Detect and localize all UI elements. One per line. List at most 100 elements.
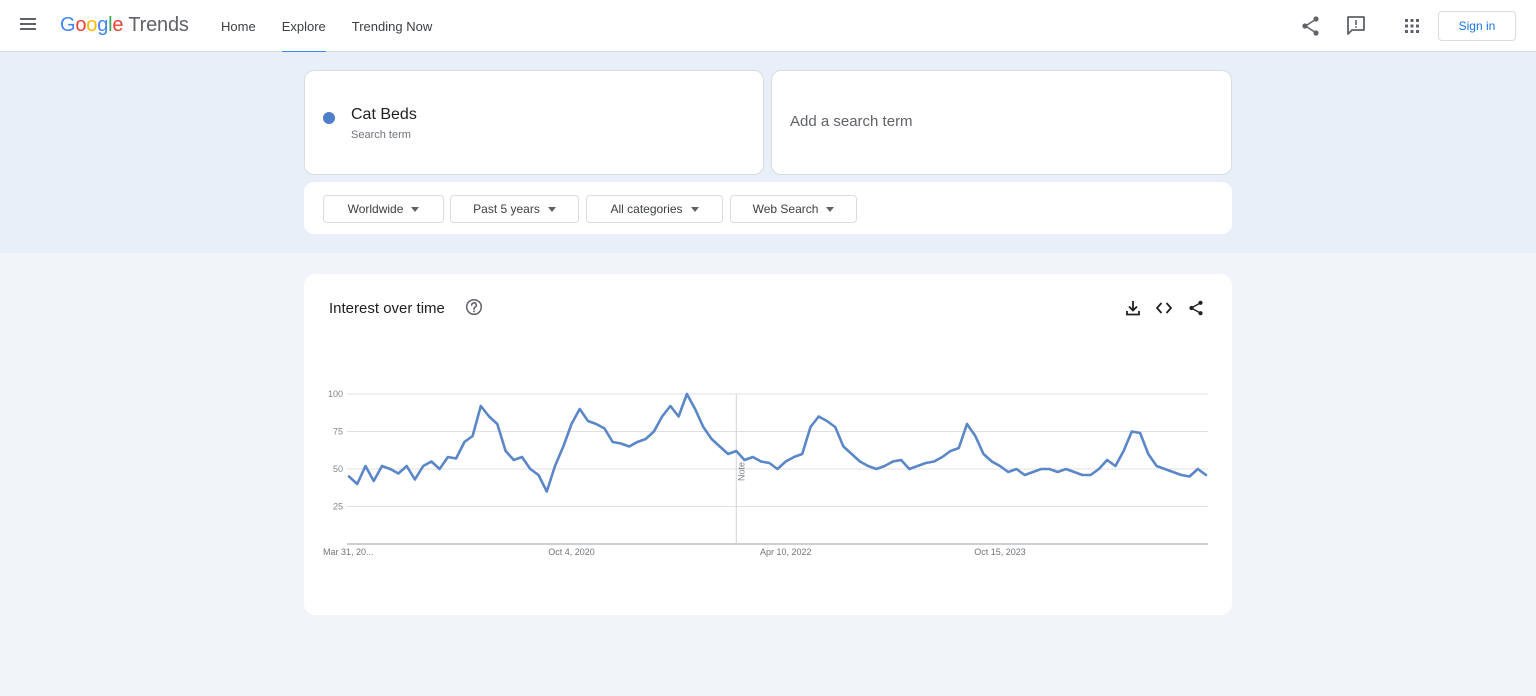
time-filter-dropdown[interactable]: Past 5 years [450,195,579,223]
data-point [694,408,696,410]
data-point [438,468,441,470]
google-trends-logo[interactable]: Google Trends [60,14,189,37]
logo-letter: e [112,14,124,36]
data-point [908,468,911,470]
data-point [488,415,490,418]
logo-letter: o [75,14,87,36]
data-point [900,459,903,461]
series-line-cat-beds [347,392,1208,493]
add-search-term-input[interactable] [790,113,1190,130]
interest-line-chart[interactable]: 25 50 75 100 Note Mar 31, 20... Oct 4, 2020 Apr… [304,274,1232,615]
data-point [620,442,622,445]
y-tick-label: 100 [328,389,343,399]
nav-home[interactable]: Home [221,19,256,34]
top-app-bar: Google Trends Home Explore Trending Now S… [0,0,1536,53]
data-point [1056,471,1059,473]
data-point [1196,468,1199,470]
data-point [405,465,408,467]
note-marker-label: Note [736,462,746,481]
data-point [652,430,655,433]
data-point [1023,474,1026,476]
embed-icon[interactable] [1155,299,1173,317]
feedback-icon[interactable] [1344,14,1368,38]
data-point [941,456,944,458]
data-point [793,456,795,458]
data-point [1163,468,1166,470]
data-point [521,456,523,458]
data-point [859,460,861,463]
data-point [389,468,392,470]
data-point [1130,430,1133,433]
data-point [446,456,449,458]
y-tick-label: 50 [333,464,343,474]
data-point [661,415,664,418]
share-icon[interactable] [1187,299,1205,317]
data-point [348,475,350,478]
nav-explore[interactable]: Explore [281,0,326,53]
data-point [702,426,705,428]
chart-title: Interest over time [329,300,445,317]
data-point [595,423,598,425]
data-point [710,438,713,440]
chevron-down-icon [411,207,420,213]
filter-bar: Worldwide Past 5 years All categories We… [304,182,1232,234]
logo-letter: g [97,14,109,36]
region-filter-dropdown[interactable]: Worldwide [323,195,444,223]
help-icon[interactable] [465,298,483,316]
data-point [463,441,466,443]
data-point [957,447,960,449]
search-term-name: Cat Beds [351,106,417,123]
menu-icon[interactable] [18,16,38,36]
data-point [504,450,507,452]
data-point [545,490,548,493]
data-point [685,393,688,395]
search-term-card[interactable]: Cat Beds Search term [304,70,764,175]
data-point [966,423,968,425]
search-term-type: Search term [351,129,411,141]
nav-trending-now[interactable]: Trending Now [351,19,433,34]
add-term-card[interactable] [771,70,1232,175]
category-filter-dropdown[interactable]: All categories [586,195,723,223]
data-point [1081,474,1084,476]
category-filter-label: All categories [610,202,683,216]
chevron-down-icon [547,207,556,213]
data-point [875,468,878,470]
data-point [999,465,1001,467]
data-point [891,460,894,463]
data-point [949,450,952,452]
search-type-filter-label: Web Search [752,202,819,216]
data-point [471,435,474,437]
data-point [636,441,639,443]
data-point [611,441,614,443]
term-color-dot [323,112,335,124]
data-point [512,459,515,461]
search-type-filter-dropdown[interactable]: Web Search [730,195,857,223]
data-point [479,405,482,407]
data-point [381,465,383,467]
data-point [628,445,631,448]
sign-in-button[interactable]: Sign in [1438,11,1516,41]
download-icon[interactable] [1124,299,1142,317]
apps-icon[interactable] [1400,14,1424,38]
data-point [982,453,985,455]
data-point [1097,468,1100,470]
chevron-down-icon [690,207,699,213]
data-point [1073,471,1076,473]
data-point [1139,432,1141,434]
data-point [422,465,425,467]
logo-letter: G [60,14,76,36]
y-tick-label: 75 [333,427,343,437]
data-point [529,468,532,470]
share-icon[interactable] [1299,14,1323,38]
data-point [1106,459,1109,461]
data-point [784,460,787,463]
data-point [455,457,458,460]
data-point [644,438,647,440]
data-point [1114,465,1117,467]
data-point [677,415,680,418]
data-point [801,453,804,455]
data-point [826,420,828,422]
data-point [1155,465,1158,467]
data-point [760,460,762,463]
data-point [924,462,927,464]
